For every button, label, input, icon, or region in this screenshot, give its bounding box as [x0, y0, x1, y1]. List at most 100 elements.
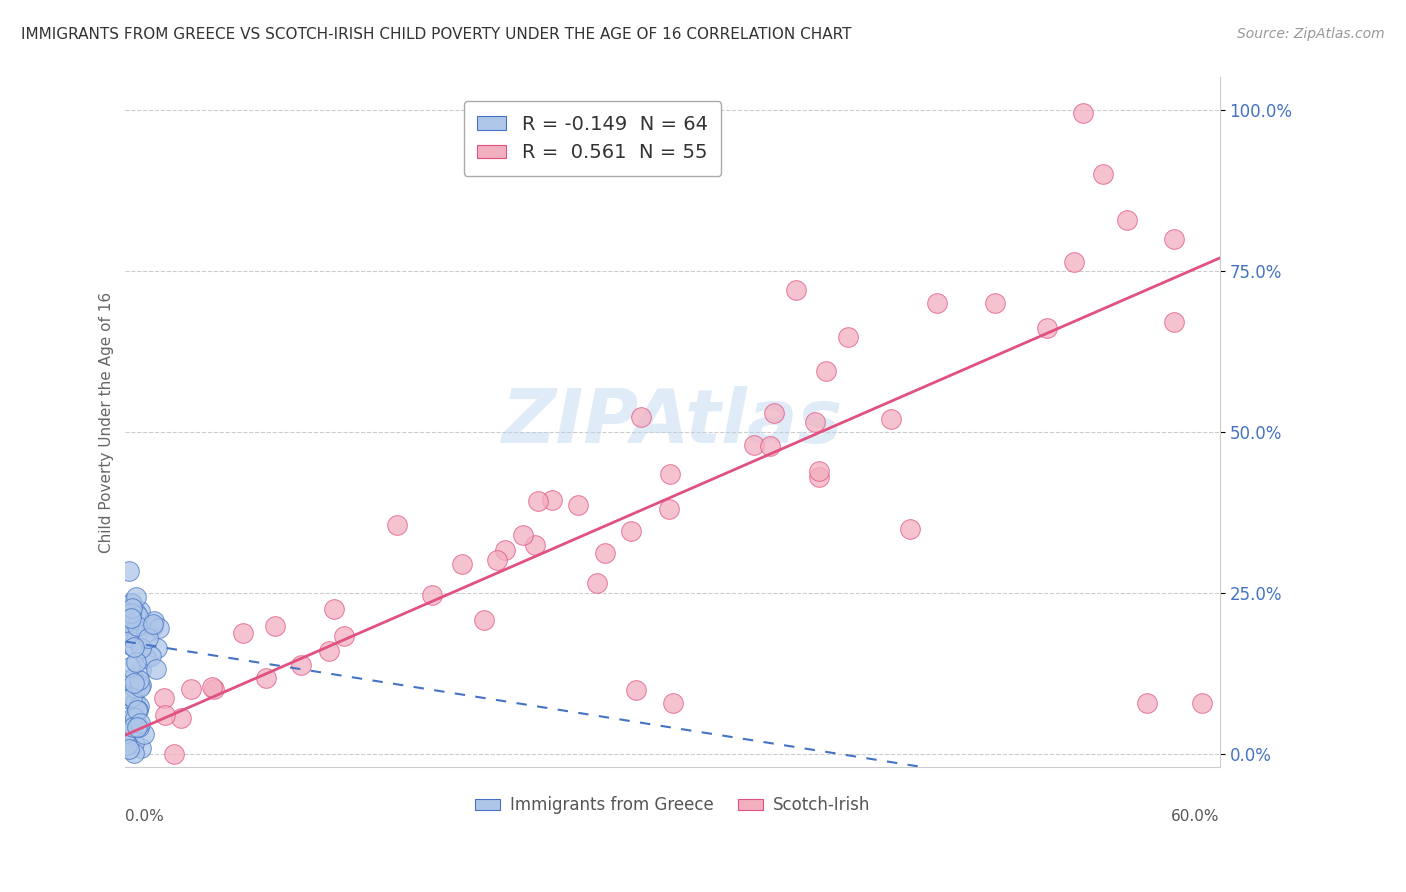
Point — [1163, 232, 1185, 246]
Point — [290, 658, 312, 673]
Point — [837, 330, 859, 344]
Point — [115, 726, 138, 740]
Point — [122, 671, 145, 685]
Point — [984, 296, 1007, 310]
Point — [586, 575, 609, 590]
Point — [201, 680, 224, 694]
Point — [125, 591, 148, 605]
Point — [661, 696, 683, 710]
Point — [264, 619, 287, 633]
Point — [124, 746, 146, 760]
Point — [115, 721, 138, 735]
Point — [420, 588, 443, 602]
Point — [658, 467, 681, 481]
Point — [125, 606, 148, 620]
Point — [129, 715, 152, 730]
Point — [527, 493, 550, 508]
Point — [1163, 315, 1185, 329]
Point — [146, 641, 169, 656]
Text: IMMIGRANTS FROM GREECE VS SCOTCH-IRISH CHILD POVERTY UNDER THE AGE OF 16 CORRELA: IMMIGRANTS FROM GREECE VS SCOTCH-IRISH C… — [21, 27, 852, 42]
Point — [135, 624, 157, 639]
Point — [129, 604, 152, 618]
Point — [118, 692, 141, 706]
Point — [120, 616, 142, 631]
Point — [485, 552, 508, 566]
Point — [759, 439, 782, 453]
Point — [180, 682, 202, 697]
Point — [139, 649, 162, 664]
Point — [118, 660, 141, 674]
Point — [624, 682, 647, 697]
Y-axis label: Child Poverty Under the Age of 16: Child Poverty Under the Age of 16 — [100, 292, 114, 553]
Point — [630, 410, 652, 425]
Point — [1063, 255, 1085, 269]
Point — [120, 596, 142, 610]
Point — [121, 690, 143, 704]
Point — [658, 501, 681, 516]
Point — [128, 720, 150, 734]
Point — [125, 632, 148, 646]
Point — [124, 695, 146, 709]
Point — [122, 720, 145, 734]
Point — [333, 629, 356, 643]
Point — [807, 470, 830, 484]
Point — [524, 538, 547, 552]
Point — [129, 663, 152, 677]
Point — [117, 673, 139, 687]
Point — [256, 671, 278, 685]
Point — [129, 740, 152, 755]
Point — [803, 416, 825, 430]
Point — [322, 601, 344, 615]
Point — [129, 680, 152, 694]
Point — [121, 596, 143, 610]
Point — [127, 703, 149, 717]
Point — [153, 708, 176, 723]
Point — [567, 499, 589, 513]
Point — [120, 611, 142, 625]
Text: ZIPAtlas: ZIPAtlas — [502, 386, 844, 458]
Point — [118, 742, 141, 756]
Point — [131, 678, 153, 692]
Text: 60.0%: 60.0% — [1171, 809, 1220, 823]
Point — [125, 655, 148, 669]
Point — [124, 675, 146, 690]
Point — [762, 406, 785, 420]
Point — [120, 723, 142, 738]
Point — [129, 641, 152, 656]
Point — [593, 546, 616, 560]
Point — [541, 492, 564, 507]
Point — [451, 558, 474, 572]
Point — [136, 632, 159, 646]
Point — [117, 739, 139, 753]
Point — [163, 747, 186, 762]
Point — [148, 621, 170, 635]
Point — [232, 625, 254, 640]
Point — [1191, 696, 1213, 710]
Point — [122, 676, 145, 690]
Point — [494, 542, 516, 557]
Text: Source: ZipAtlas.com: Source: ZipAtlas.com — [1237, 27, 1385, 41]
Point — [122, 640, 145, 655]
Point — [121, 618, 143, 632]
Point — [135, 619, 157, 633]
Point — [807, 464, 830, 478]
Point — [120, 606, 142, 620]
Point — [142, 617, 165, 632]
Point — [1036, 321, 1059, 335]
Point — [1136, 696, 1159, 710]
Point — [152, 691, 174, 706]
Point — [127, 720, 149, 734]
Point — [121, 622, 143, 636]
Point — [815, 364, 838, 378]
Point — [1092, 167, 1115, 181]
Point — [879, 412, 901, 426]
Point — [1116, 213, 1139, 227]
Point — [115, 615, 138, 629]
Point — [132, 727, 155, 741]
Legend: Immigrants from Greece, Scotch-Irish: Immigrants from Greece, Scotch-Irish — [468, 789, 877, 821]
Point — [170, 711, 193, 725]
Point — [925, 296, 948, 310]
Point — [898, 522, 921, 536]
Point — [785, 283, 807, 297]
Point — [128, 698, 150, 713]
